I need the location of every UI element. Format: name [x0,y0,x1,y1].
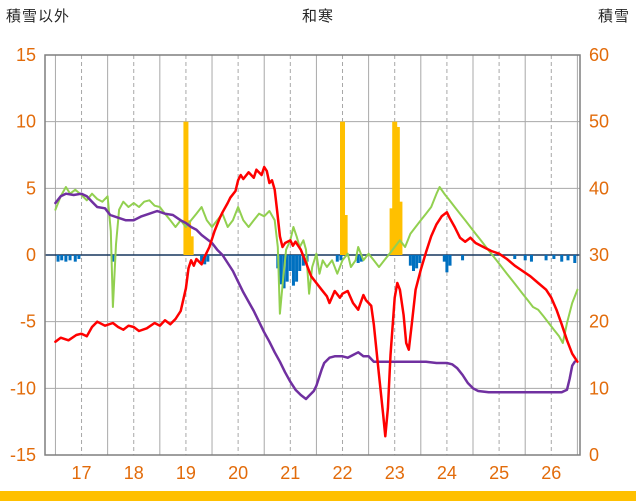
svg-text:23: 23 [385,463,405,483]
svg-text:5: 5 [26,178,36,198]
svg-text:0: 0 [589,445,599,465]
left-axis-title: 積雪以外 [6,8,71,25]
svg-text:-10: -10 [10,378,36,398]
svg-text:20: 20 [589,312,609,332]
svg-text:19: 19 [176,463,196,483]
svg-text:18: 18 [124,463,144,483]
svg-text:0: 0 [26,245,36,265]
svg-text:-5: -5 [20,312,36,332]
svg-text:10: 10 [16,112,36,132]
svg-text:22: 22 [332,463,352,483]
right-axis-title: 積雪 [597,8,630,25]
svg-text:-15: -15 [10,445,36,465]
svg-text:17: 17 [72,463,92,483]
svg-text:25: 25 [489,463,509,483]
svg-text:21: 21 [280,463,300,483]
svg-text:40: 40 [589,178,609,198]
svg-text:20: 20 [228,463,248,483]
svg-text:30: 30 [589,245,609,265]
bottom-orange-strip [0,491,636,501]
svg-text:10: 10 [589,378,609,398]
svg-text:60: 60 [589,45,609,65]
svg-text:15: 15 [16,45,36,65]
svg-text:26: 26 [541,463,561,483]
svg-text:24: 24 [437,463,457,483]
svg-text:50: 50 [589,112,609,132]
